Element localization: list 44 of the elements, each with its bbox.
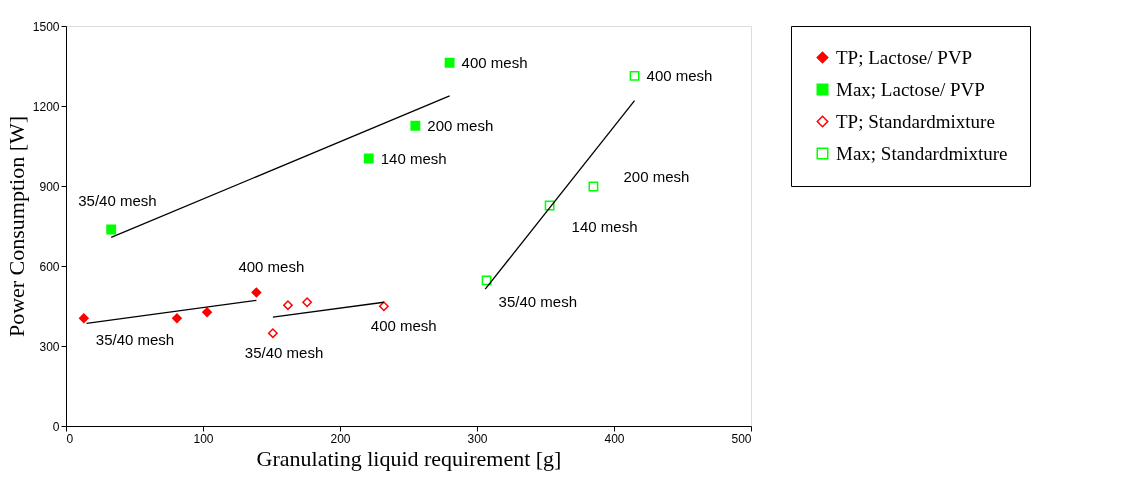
annotation: 35/40 mesh <box>78 192 157 210</box>
point <box>378 301 389 312</box>
point <box>267 328 278 339</box>
point <box>283 300 293 311</box>
annotation: 35/40 mesh <box>95 331 175 349</box>
x-axis-title: Granulating liquid requirement [g] <box>256 445 562 471</box>
point <box>106 224 117 235</box>
x-tick-label: 200 <box>330 431 351 446</box>
y-tick-label: 600 <box>39 259 60 274</box>
annotation: 140 mesh <box>380 149 447 167</box>
legend-label: Max; Standardmixture <box>836 142 1008 164</box>
annotation: 400 mesh <box>646 66 713 84</box>
annotation: 35/40 mesh <box>244 344 324 362</box>
legend-label: TP; Standardmixture <box>836 110 995 132</box>
annotation: 140 mesh <box>571 218 638 236</box>
point <box>444 57 455 68</box>
y-axis-title: Power Consumption [W] <box>3 115 29 338</box>
y-tick-label: 300 <box>39 339 60 354</box>
annotation: 200 mesh <box>623 167 690 185</box>
annotation: 35/40 mesh <box>498 293 577 311</box>
point <box>78 313 89 324</box>
point <box>629 70 640 81</box>
point <box>410 120 421 131</box>
y-tick-label: 0 <box>52 419 60 434</box>
x-tick-label: 300 <box>467 431 488 446</box>
annotation: 400 mesh <box>238 258 305 276</box>
annotation: 400 mesh <box>461 53 528 71</box>
point <box>363 153 374 164</box>
y-tick-label: 900 <box>39 179 60 194</box>
y-tick-label: 1500 <box>32 19 60 34</box>
x-tick-label: 400 <box>604 431 625 446</box>
point <box>172 313 182 324</box>
point <box>202 307 213 318</box>
point <box>481 275 492 286</box>
point <box>302 297 313 308</box>
legend-label: Max; Lactose/ PVP <box>836 78 985 100</box>
x-tick-label: 0 <box>66 431 74 446</box>
annotation: 200 mesh <box>427 116 494 134</box>
point <box>251 287 262 298</box>
legend-label: TP; Lactose/ PVP <box>836 46 973 68</box>
x-tick-label: 100 <box>193 431 214 446</box>
annotation: 400 mesh <box>370 317 437 335</box>
y-tick-label: 1200 <box>32 99 60 114</box>
x-tick-label: 500 <box>731 431 752 446</box>
